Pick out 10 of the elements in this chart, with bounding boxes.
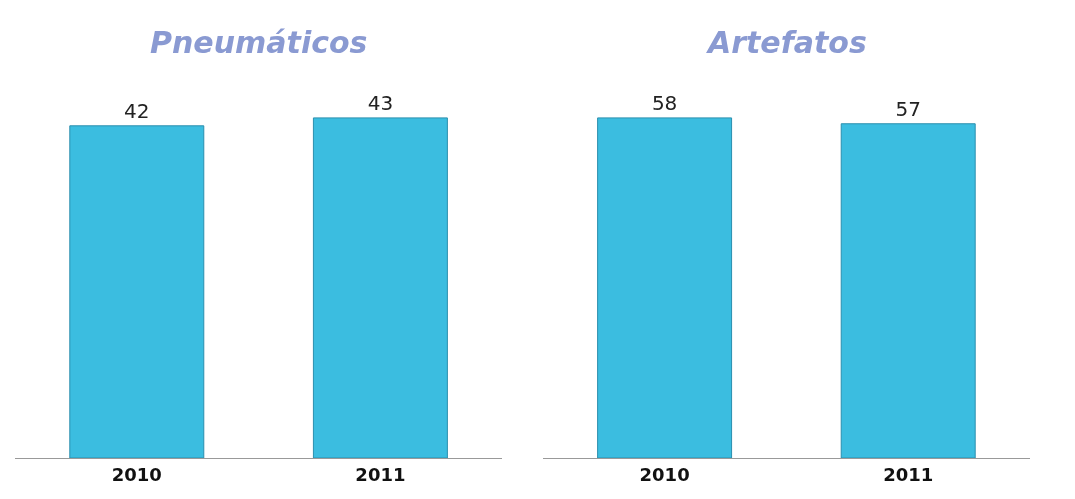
- x-tick-label: 2010: [111, 463, 162, 485]
- x-tick-label: 2011: [883, 463, 934, 485]
- chart-title: Pneumáticos: [150, 25, 368, 60]
- data-label: 58: [651, 90, 678, 115]
- data-label: 42: [124, 98, 150, 123]
- x-tick-label: 2010: [639, 463, 690, 485]
- chart-title: Artefatos: [706, 25, 867, 60]
- data-label: 57: [895, 96, 921, 121]
- x-tick-label: 2011: [355, 463, 406, 485]
- data-label: 43: [367, 90, 394, 115]
